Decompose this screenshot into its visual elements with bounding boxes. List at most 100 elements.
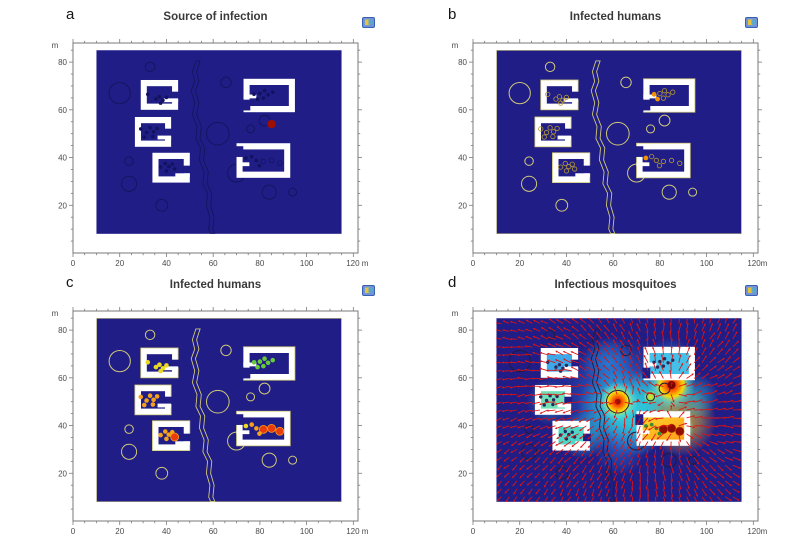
map-a: [96, 50, 342, 234]
tree: [646, 392, 656, 402]
x-tick-label: 20: [515, 259, 524, 268]
tree: [620, 76, 632, 89]
movie-thumbnail-icon[interactable]: [745, 283, 758, 296]
tree: [261, 452, 277, 468]
tree: [544, 61, 556, 73]
river: [190, 328, 216, 502]
y-tick-label: 80: [58, 326, 67, 335]
y-tick-label: 80: [458, 326, 467, 335]
movie-thumbnail-icon[interactable]: [745, 15, 758, 28]
tree: [155, 198, 169, 212]
tree: [108, 81, 131, 105]
x-tick-label: 120m: [747, 527, 767, 536]
tree: [555, 198, 569, 212]
panel-a: a Source of infection 0 20 40 60 80 100 120 m 2…: [40, 4, 400, 270]
x-tick-label: 40: [562, 259, 571, 268]
x-tick-label: 100: [700, 527, 714, 536]
x-tick-label: 0: [71, 527, 76, 536]
panel-title-a: Source of infection: [163, 11, 268, 23]
x-tick-label: 120 m: [346, 259, 369, 268]
river: [190, 60, 216, 234]
river: [590, 60, 616, 234]
panel-title-d: Infectious mosquitoes: [554, 279, 677, 291]
y-tick-label: 60: [458, 374, 467, 383]
x-tick-label: 60: [609, 527, 618, 536]
movie-thumbnail-icon[interactable]: [362, 15, 375, 28]
tree: [508, 349, 531, 373]
tree: [606, 389, 630, 414]
y-tick-label: 20: [58, 201, 67, 210]
y-tick-label: 60: [58, 106, 67, 115]
tree: [246, 392, 256, 402]
tree: [524, 156, 534, 166]
y-tick-label: 20: [458, 469, 467, 478]
tree: [206, 389, 230, 414]
infection-source-marker: [267, 119, 276, 129]
axes-c: 0 20 40 60 80 100 120 m 20 40 60 80 m: [52, 307, 369, 536]
tree: [121, 443, 138, 460]
tree: [288, 187, 298, 197]
x-tick-label: 80: [255, 527, 264, 536]
y-tick-label: 40: [458, 154, 467, 163]
tree: [155, 466, 169, 480]
x-tick-label: 20: [115, 259, 124, 268]
tree: [124, 424, 134, 434]
tree: [544, 329, 556, 341]
tree: [258, 382, 271, 395]
panel-letter-c: c: [66, 274, 74, 291]
panel-title-b: Infected humans: [569, 11, 662, 23]
x-tick-label: 40: [162, 527, 171, 536]
x-tick-label: 60: [209, 259, 218, 268]
tree: [220, 344, 232, 357]
x-tick-label: 40: [562, 527, 571, 536]
tree: [206, 121, 230, 146]
map-b: [496, 50, 742, 234]
panel-letter-d: d: [448, 274, 457, 291]
y-axis-unit: m: [52, 309, 59, 318]
tree: [521, 175, 538, 192]
y-tick-label: 40: [58, 154, 67, 163]
y-axis-unit: m: [452, 41, 459, 50]
panel-letter-b: b: [448, 6, 457, 23]
y-tick-label: 80: [58, 58, 67, 67]
x-tick-label: 80: [255, 259, 264, 268]
movie-thumbnail-icon[interactable]: [362, 283, 375, 296]
x-tick-label: 20: [515, 527, 524, 536]
panel-d: d Infectious mosquitoes 0 20 40 60 80 100 120m…: [440, 272, 800, 538]
tree: [108, 349, 131, 373]
x-tick-label: 120 m: [346, 527, 369, 536]
tree: [220, 76, 232, 89]
tree: [646, 124, 656, 134]
axes-a: 0 20 40 60 80 100 120 m 20 40 60 80 m: [52, 39, 369, 268]
y-tick-label: 60: [458, 106, 467, 115]
y-axis-unit: m: [52, 41, 59, 50]
x-tick-label: 0: [71, 259, 76, 268]
panel-b: b Infected humans 0 20 40 60 80 100 120m 20 40 60…: [440, 4, 800, 270]
tree: [661, 184, 677, 200]
plot-a: 0 20 40 60 80 100 120 m 20 40 60 80 m: [52, 39, 369, 268]
panel-letter-a: a: [66, 6, 75, 23]
panel-c: c Infected humans 0 20 40 60 80 100 120 m 20 40 6…: [40, 272, 400, 538]
plot-c: 0 20 40 60 80 100 120 m 20 40 60 80 m: [52, 307, 369, 536]
map-c: [96, 318, 342, 502]
x-tick-label: 60: [209, 527, 218, 536]
plot-d: 0 20 40 60 80 100 120m 20 40 60 80 m: [452, 307, 768, 536]
map-d: [496, 318, 742, 502]
tree: [688, 187, 698, 197]
y-axis-unit: m: [452, 309, 459, 318]
y-tick-label: 40: [58, 422, 67, 431]
river: [590, 328, 616, 502]
tree: [661, 452, 677, 468]
y-tick-label: 80: [458, 58, 467, 67]
x-tick-label: 40: [162, 259, 171, 268]
tree: [261, 184, 277, 200]
tree: [620, 344, 632, 357]
y-tick-label: 20: [58, 469, 67, 478]
y-tick-label: 20: [458, 201, 467, 210]
tree: [658, 114, 671, 127]
y-tick-label: 40: [458, 422, 467, 431]
x-tick-label: 100: [300, 527, 314, 536]
tree: [121, 175, 138, 192]
x-tick-label: 0: [471, 259, 476, 268]
x-tick-label: 20: [115, 527, 124, 536]
